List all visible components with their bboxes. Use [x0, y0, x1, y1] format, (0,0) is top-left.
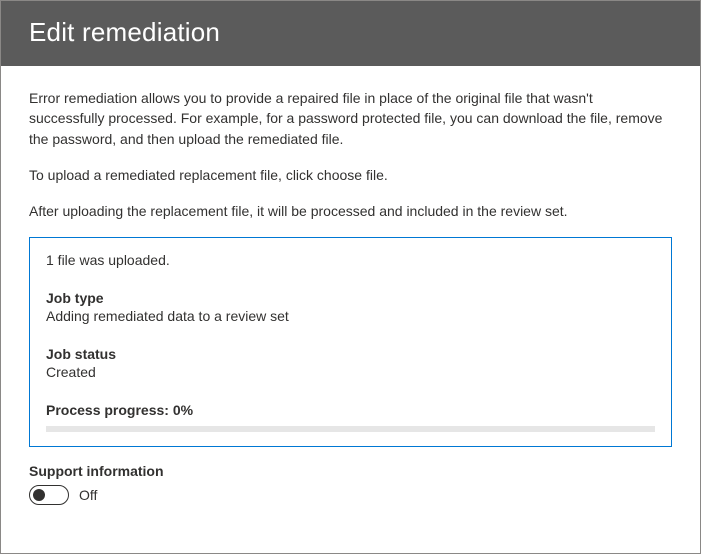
support-info-label: Support information — [29, 463, 672, 479]
job-type-field: Job type Adding remediated data to a rev… — [46, 290, 655, 324]
toggle-knob-icon — [33, 489, 45, 501]
job-type-label: Job type — [46, 290, 655, 306]
intro-text: Error remediation allows you to provide … — [29, 88, 672, 149]
status-panel: 1 file was uploaded. Job type Adding rem… — [29, 237, 672, 447]
job-status-field: Job status Created — [46, 346, 655, 380]
job-type-value: Adding remediated data to a review set — [46, 308, 655, 324]
instruction-text: To upload a remediated replacement file,… — [29, 165, 672, 185]
progress-bar — [46, 426, 655, 432]
support-info-toggle[interactable] — [29, 485, 69, 505]
support-info-toggle-row: Off — [29, 485, 672, 505]
support-info-toggle-state: Off — [79, 487, 97, 503]
dialog-title: Edit remediation — [29, 17, 672, 48]
dialog-header: Edit remediation — [1, 1, 700, 66]
after-upload-text: After uploading the replacement file, it… — [29, 201, 672, 221]
job-status-value: Created — [46, 364, 655, 380]
upload-status-message: 1 file was uploaded. — [46, 252, 655, 268]
progress-label: Process progress: 0% — [46, 402, 655, 418]
dialog-content: Error remediation allows you to provide … — [1, 66, 700, 505]
job-status-label: Job status — [46, 346, 655, 362]
